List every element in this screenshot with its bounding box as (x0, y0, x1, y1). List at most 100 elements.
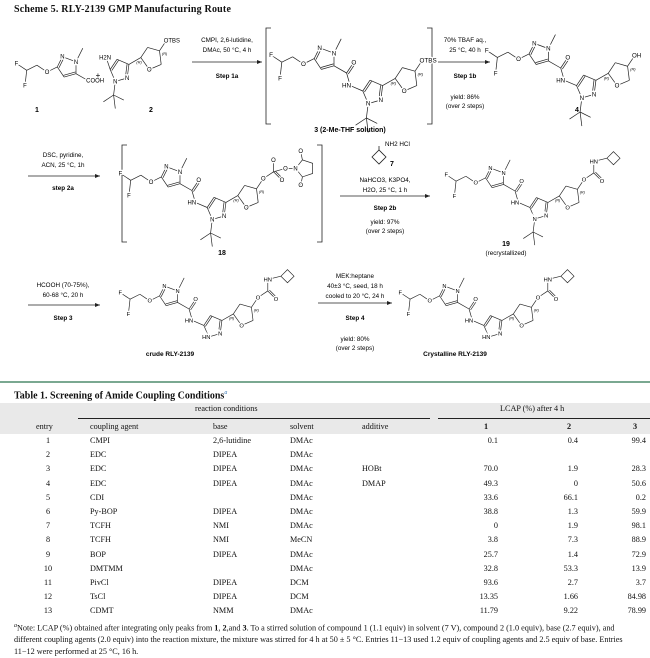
yield-text: (over 2 steps) (366, 228, 405, 235)
table-footnote-mark[interactable]: a (224, 390, 228, 396)
bond (166, 166, 181, 173)
bond (454, 181, 457, 196)
bond (279, 62, 283, 79)
bond (210, 315, 223, 321)
bond (106, 59, 111, 70)
substituent-label: OH (632, 53, 641, 60)
oxygen-label: O (147, 299, 152, 305)
bond (103, 94, 114, 103)
bond (75, 48, 84, 62)
cell-entry: 5 (45, 492, 51, 502)
bond (116, 58, 130, 65)
yield-text: yield: 86% (450, 94, 479, 101)
bond (150, 176, 162, 183)
bond (607, 73, 618, 86)
bond (188, 298, 196, 310)
bond (129, 293, 141, 300)
cell-solvent: DCM (290, 578, 309, 587)
bond (490, 315, 503, 321)
fluorine-label: F (407, 312, 411, 318)
bond (581, 94, 595, 99)
cell-c1: 11.79 (479, 606, 498, 616)
stereo-label: (R) (254, 308, 260, 312)
cell-c3: 98.1 (631, 521, 646, 531)
table-row: 10 DMTMM DMAc 32.8 53.3 13.9 (0, 564, 650, 578)
atom-label: O (280, 178, 285, 184)
bond (518, 202, 530, 208)
fluorine-label: F (444, 172, 448, 178)
bond (300, 176, 303, 186)
cell-agent: EDC (90, 464, 107, 474)
bracket-left (121, 144, 127, 243)
cell-c1: 3.8 (487, 535, 498, 545)
bond (576, 74, 584, 86)
bond (402, 67, 416, 72)
bond (273, 171, 283, 181)
bond (518, 53, 530, 60)
cell-c3: 3.7 (635, 578, 646, 587)
bond (531, 307, 534, 321)
bracket-right (317, 144, 323, 243)
cell-c3: 88.9 (631, 535, 646, 545)
atom-label: O (298, 183, 303, 189)
arrow-head-icon (387, 301, 392, 305)
bond (281, 56, 293, 63)
oxygen-label: O (565, 205, 570, 211)
amide-nh-label: HN (556, 77, 565, 84)
cell-c3: 0.2 (635, 492, 646, 502)
bond (128, 299, 131, 314)
double-bond (160, 286, 167, 297)
cell-c1: 32.8 (483, 563, 498, 573)
bond (446, 302, 458, 307)
bond (583, 74, 597, 81)
reagent-condition: CMPI, 2,6-lutidine, (201, 37, 253, 44)
double-bond (222, 202, 225, 216)
bond (56, 56, 63, 68)
nitrogen-label: N (125, 76, 129, 82)
bond (595, 72, 609, 81)
yield-text: (over 2 steps) (446, 103, 485, 110)
arrow-head-icon (425, 194, 430, 198)
nitrogen-label: N (502, 171, 506, 177)
table-row: 9 BOP DIPEA DMAc 25.7 1.4 72.9 (0, 550, 650, 564)
cell-c2: 0 (573, 478, 578, 488)
cell-c1: 13.35 (479, 592, 498, 602)
atom-label: O (283, 166, 288, 172)
bond (560, 57, 569, 69)
bond (208, 333, 221, 338)
bond (140, 47, 148, 58)
oxygen-label: O (519, 179, 524, 185)
bond (139, 293, 150, 302)
nitrogen-label: N (60, 55, 64, 61)
bond (576, 85, 583, 99)
bond (545, 202, 549, 216)
bond (534, 43, 549, 49)
bond (161, 176, 169, 188)
bond (534, 215, 547, 220)
nitrogen-label: N (332, 50, 337, 57)
table-footnote: aNote: LCAP (%) obtained after integrati… (14, 621, 639, 658)
cell-entry: 8 (45, 535, 51, 545)
header-lcap: LCAP (%) after 4 h (500, 404, 565, 413)
cell-c2: 1.4 (567, 549, 578, 559)
bond (483, 315, 491, 326)
oxygen-label: O (193, 297, 198, 303)
bond (507, 51, 519, 60)
bond (529, 207, 536, 220)
stereo-label: (R) (162, 52, 168, 56)
cell-c2: 66.1 (563, 492, 578, 502)
compound-label: Crystalline RLY-2139 (423, 351, 487, 358)
double-bond (218, 320, 221, 334)
bond (532, 218, 536, 233)
cell-additive: DMAP (362, 478, 386, 488)
cell-agent: TsCl (90, 592, 106, 602)
bond (210, 219, 213, 234)
double-bond (591, 80, 595, 95)
oxygen-label: O (351, 59, 356, 66)
crystalline-rly-2139-structure: HN O F F O N N O HN N HN O (R) (R) O (397, 269, 575, 342)
fluorine-label: F (118, 290, 122, 296)
step-label: step 2a (52, 185, 74, 192)
oxygen-label: O (256, 295, 261, 301)
bond (75, 73, 89, 81)
col-base: base (213, 422, 228, 431)
